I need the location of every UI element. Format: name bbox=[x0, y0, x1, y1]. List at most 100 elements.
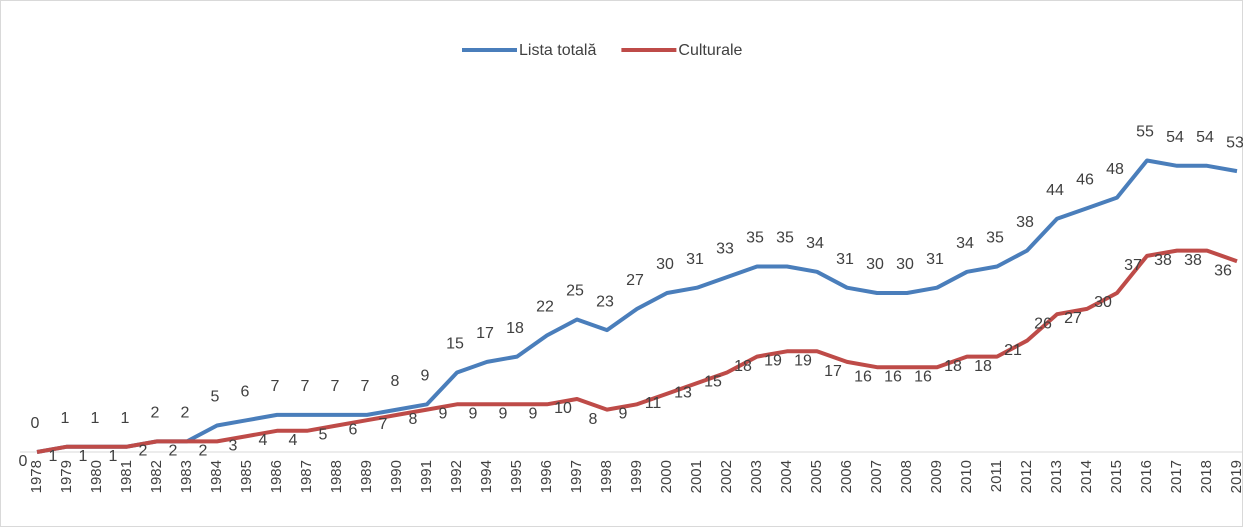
data-label: 30 bbox=[656, 256, 674, 273]
data-label: 48 bbox=[1106, 161, 1124, 178]
data-label: 35 bbox=[776, 230, 794, 247]
data-label: 1 bbox=[121, 410, 130, 427]
data-label: 31 bbox=[836, 251, 854, 268]
x-tick-label: 2000 bbox=[658, 460, 675, 493]
data-label: 5 bbox=[319, 427, 328, 444]
x-tick-label: 1984 bbox=[208, 460, 225, 493]
data-label: 30 bbox=[1094, 294, 1112, 311]
data-label: 7 bbox=[271, 378, 280, 395]
data-label: 18 bbox=[506, 320, 524, 337]
data-label: 4 bbox=[259, 432, 268, 449]
x-tick-label: 1987 bbox=[298, 460, 315, 493]
data-label: 2 bbox=[139, 443, 148, 460]
data-label: 2 bbox=[181, 405, 190, 422]
data-label: 1 bbox=[49, 448, 58, 465]
x-tick-label: 2013 bbox=[1048, 460, 1065, 493]
x-tick-label: 2006 bbox=[838, 460, 855, 493]
x-tick-label: 1981 bbox=[118, 460, 135, 493]
line-series bbox=[36, 158, 1238, 454]
data-label: 17 bbox=[476, 325, 494, 342]
data-label: 16 bbox=[854, 368, 872, 385]
data-label: 38 bbox=[1184, 252, 1202, 269]
x-tick-label: 2007 bbox=[868, 460, 885, 493]
data-label: 34 bbox=[956, 235, 974, 252]
data-label: 38 bbox=[1154, 252, 1172, 269]
data-label: 9 bbox=[619, 406, 628, 423]
x-tick-label: 1980 bbox=[88, 460, 105, 493]
data-label: 0 bbox=[31, 415, 40, 432]
x-tick-label: 1991 bbox=[418, 460, 435, 493]
x-tick-label: 1989 bbox=[358, 460, 375, 493]
data-label: 13 bbox=[674, 384, 692, 401]
x-tick-label: 2011 bbox=[988, 460, 1005, 492]
x-tick-label: 2009 bbox=[928, 460, 945, 493]
x-tick-label: 1997 bbox=[568, 460, 585, 493]
x-tick-label: 1978 bbox=[28, 460, 45, 493]
data-label: 54 bbox=[1196, 129, 1214, 146]
x-tick-label: 1979 bbox=[58, 460, 75, 493]
line-series bbox=[36, 248, 1238, 454]
data-label: 9 bbox=[499, 406, 508, 423]
x-tick-label: 2005 bbox=[808, 460, 825, 493]
data-label: 1 bbox=[79, 448, 88, 465]
data-label: 15 bbox=[704, 374, 722, 391]
data-label: 9 bbox=[439, 406, 448, 423]
data-label: 15 bbox=[446, 336, 464, 353]
data-label: 6 bbox=[241, 383, 250, 400]
data-label: 1 bbox=[61, 410, 70, 427]
x-tick-label: 2017 bbox=[1168, 460, 1185, 493]
x-tick-label: 1996 bbox=[538, 460, 555, 493]
data-label: 5 bbox=[211, 389, 220, 406]
data-label: 10 bbox=[554, 400, 572, 417]
data-label: 19 bbox=[794, 353, 812, 370]
x-tick-label: 1985 bbox=[238, 460, 255, 493]
data-label: 7 bbox=[301, 378, 310, 395]
data-label: 9 bbox=[421, 368, 430, 385]
data-label: 31 bbox=[926, 251, 944, 268]
x-tick-label: 2012 bbox=[1018, 460, 1035, 493]
x-tick-label: 2002 bbox=[718, 460, 735, 493]
x-tick-label: 2004 bbox=[778, 460, 795, 493]
data-label: 34 bbox=[806, 235, 824, 252]
data-label: 27 bbox=[1064, 310, 1082, 327]
x-tick-label: 1999 bbox=[628, 460, 645, 493]
data-label: 18 bbox=[974, 358, 992, 375]
data-label: 9 bbox=[469, 406, 478, 423]
x-tick-label: 2003 bbox=[748, 460, 765, 493]
data-label: 44 bbox=[1046, 182, 1064, 199]
data-label: 22 bbox=[536, 299, 554, 316]
x-tick-label: 1998 bbox=[598, 460, 615, 493]
x-tick-label: 1995 bbox=[508, 460, 525, 493]
data-label: 55 bbox=[1136, 124, 1154, 141]
data-label: 11 bbox=[645, 395, 662, 412]
data-label: 7 bbox=[331, 378, 340, 395]
x-tick-label: 1983 bbox=[178, 460, 195, 493]
x-tick-label: 1988 bbox=[328, 460, 345, 493]
data-label: 1 bbox=[91, 410, 100, 427]
data-label: 46 bbox=[1076, 171, 1094, 188]
data-label: 1 bbox=[109, 448, 118, 465]
x-tick-label: 1982 bbox=[148, 460, 165, 493]
data-label: 26 bbox=[1034, 315, 1052, 332]
x-tick-label: 2016 bbox=[1138, 460, 1155, 493]
data-label: 31 bbox=[686, 251, 704, 268]
data-label: 38 bbox=[1016, 214, 1034, 231]
data-label: 27 bbox=[626, 272, 644, 289]
data-label: 30 bbox=[866, 256, 884, 273]
data-label: 3 bbox=[229, 437, 238, 454]
data-label: 17 bbox=[824, 363, 842, 380]
data-label: 7 bbox=[361, 378, 370, 395]
data-label: 18 bbox=[734, 358, 752, 375]
data-label: 2 bbox=[199, 443, 208, 460]
data-label: 23 bbox=[596, 293, 614, 310]
data-label: 19 bbox=[764, 353, 782, 370]
data-label: 2 bbox=[169, 443, 178, 460]
data-label: 35 bbox=[986, 230, 1004, 247]
data-label: 53 bbox=[1226, 134, 1243, 151]
data-label: 33 bbox=[716, 240, 734, 257]
x-tick-label: 2008 bbox=[898, 460, 915, 493]
data-label: 0 bbox=[19, 453, 28, 470]
data-label: 7 bbox=[379, 416, 388, 433]
legend-label: Lista totală bbox=[519, 42, 596, 59]
